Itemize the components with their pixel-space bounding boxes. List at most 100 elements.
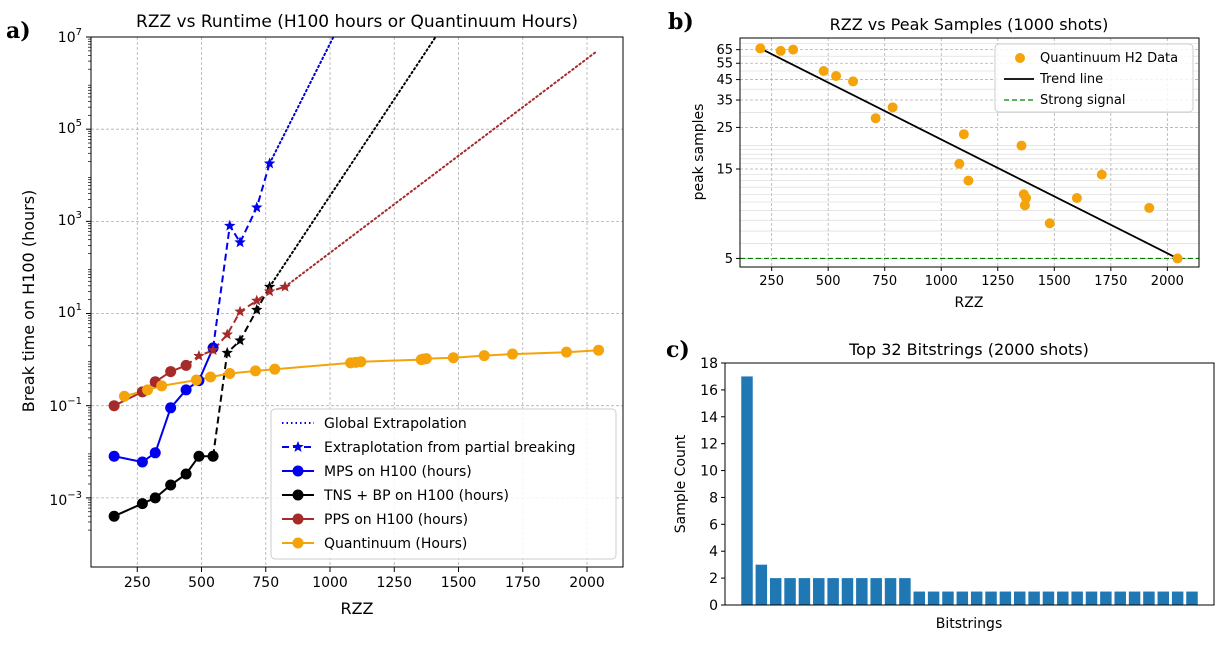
series-line	[268, 37, 437, 288]
data-point	[251, 201, 263, 213]
bar	[1143, 591, 1155, 605]
legend-a-label: TNS + BP on H100 (hours)	[323, 488, 509, 504]
y-tick-label: 8	[709, 490, 718, 506]
y-tick-label: 65	[716, 43, 733, 58]
chart-a-frame	[90, 36, 624, 568]
chart-a-x-ticks: 250 500 750 1000 1250 1500 1750 2000	[124, 567, 605, 591]
data-point	[1071, 193, 1082, 204]
data-point	[165, 479, 177, 491]
data-point	[251, 294, 263, 306]
bar	[999, 591, 1012, 605]
data-point	[1172, 253, 1183, 264]
bar	[841, 578, 854, 605]
bar	[1171, 591, 1184, 605]
panel-c-label: c)	[666, 337, 690, 363]
legend-a-marker	[292, 465, 304, 477]
data-point	[560, 346, 572, 358]
legend-b-label: Quantinuum H2 Data	[1040, 51, 1178, 66]
y-tick-label: 14	[700, 410, 718, 426]
chart-b-title: RZZ vs Peak Samples (1000 shots)	[830, 15, 1109, 34]
chart-c-frame	[724, 362, 1215, 606]
data-point	[165, 402, 177, 414]
data-point	[848, 76, 859, 87]
bar	[798, 578, 811, 605]
data-point	[251, 303, 263, 315]
panel-a-label: a)	[6, 18, 31, 44]
y-tick-label: 45	[716, 73, 733, 88]
x-tick-label: 2000	[569, 575, 605, 591]
data-point	[205, 371, 217, 383]
data-point	[108, 510, 120, 522]
x-tick-label: 500	[816, 274, 841, 289]
chart-a-ytick-label: 10−1	[49, 396, 82, 415]
chart-b-frame	[739, 37, 1200, 268]
y-tick-label: 10	[700, 464, 718, 480]
data-point	[190, 374, 202, 386]
data-point	[207, 450, 219, 462]
legend-a-marker	[292, 513, 304, 525]
x-tick-label: 500	[188, 575, 215, 591]
data-point	[755, 43, 766, 54]
data-point	[447, 352, 459, 364]
x-tick-label: 750	[872, 274, 897, 289]
data-point	[224, 367, 236, 379]
bar	[1157, 591, 1170, 605]
bar	[741, 376, 753, 605]
data-point	[180, 468, 192, 480]
svg-text:107: 107	[58, 27, 82, 46]
y-tick-label: 4	[709, 544, 718, 560]
chart-a-ytick-label: 107	[58, 27, 82, 46]
x-tick-label: 1250	[981, 274, 1014, 289]
series-line	[212, 163, 271, 348]
bar	[1085, 591, 1098, 605]
chart-a-ytick-label: 103	[58, 210, 82, 229]
data-point	[234, 236, 246, 248]
data-point	[108, 450, 120, 462]
bar	[985, 591, 997, 605]
chart-b-x-ticks: 250 500 750 1000 1250 1500 1750 2000	[759, 267, 1184, 289]
data-point	[818, 66, 829, 77]
bar	[1028, 591, 1040, 605]
svg-text:101: 101	[58, 302, 82, 321]
panel-b-label: b)	[668, 9, 694, 35]
data-point	[193, 450, 205, 462]
x-tick-label: 1250	[376, 575, 412, 591]
legend-b-marker	[1015, 53, 1025, 63]
y-tick-label: 12	[700, 437, 718, 453]
data-point	[165, 366, 177, 378]
chart-a-ylabel: Break time on H100 (hours)	[19, 190, 38, 413]
data-point	[156, 380, 168, 392]
y-tick-label: 15	[716, 163, 733, 178]
svg-text:103: 103	[58, 210, 82, 229]
data-point	[355, 356, 367, 368]
data-point	[887, 102, 898, 113]
data-point	[249, 365, 261, 377]
chart-b-legend: Quantinuum H2 Data Trend line Strong sig…	[994, 43, 1194, 113]
data-point	[269, 363, 281, 375]
legend-a-label: PPS on H100 (hours)	[324, 512, 468, 528]
legend-a-box	[270, 408, 617, 560]
series-line	[268, 37, 335, 165]
bar	[1014, 591, 1026, 605]
x-tick-label: 1500	[1038, 274, 1071, 289]
bar	[1071, 591, 1083, 605]
legend-b-label: Strong signal	[1040, 93, 1125, 108]
chart-c-y-ticks: 0 2 4 6 8 10 12 14 16 18	[700, 356, 725, 614]
data-point	[118, 390, 130, 402]
bar	[913, 591, 925, 605]
bar	[1100, 591, 1112, 605]
data-point	[1044, 218, 1055, 229]
bar	[755, 564, 768, 605]
data-point	[420, 353, 432, 365]
data-point	[221, 346, 233, 358]
data-point	[149, 447, 161, 459]
legend-b-box	[994, 43, 1194, 113]
y-tick-label: 0	[709, 598, 718, 614]
data-point	[788, 44, 799, 55]
bar	[856, 578, 868, 605]
data-point	[234, 334, 246, 346]
data-point	[1096, 169, 1107, 180]
chart-c-bars	[741, 376, 1198, 605]
bar	[1114, 591, 1126, 605]
data-point	[963, 175, 974, 186]
